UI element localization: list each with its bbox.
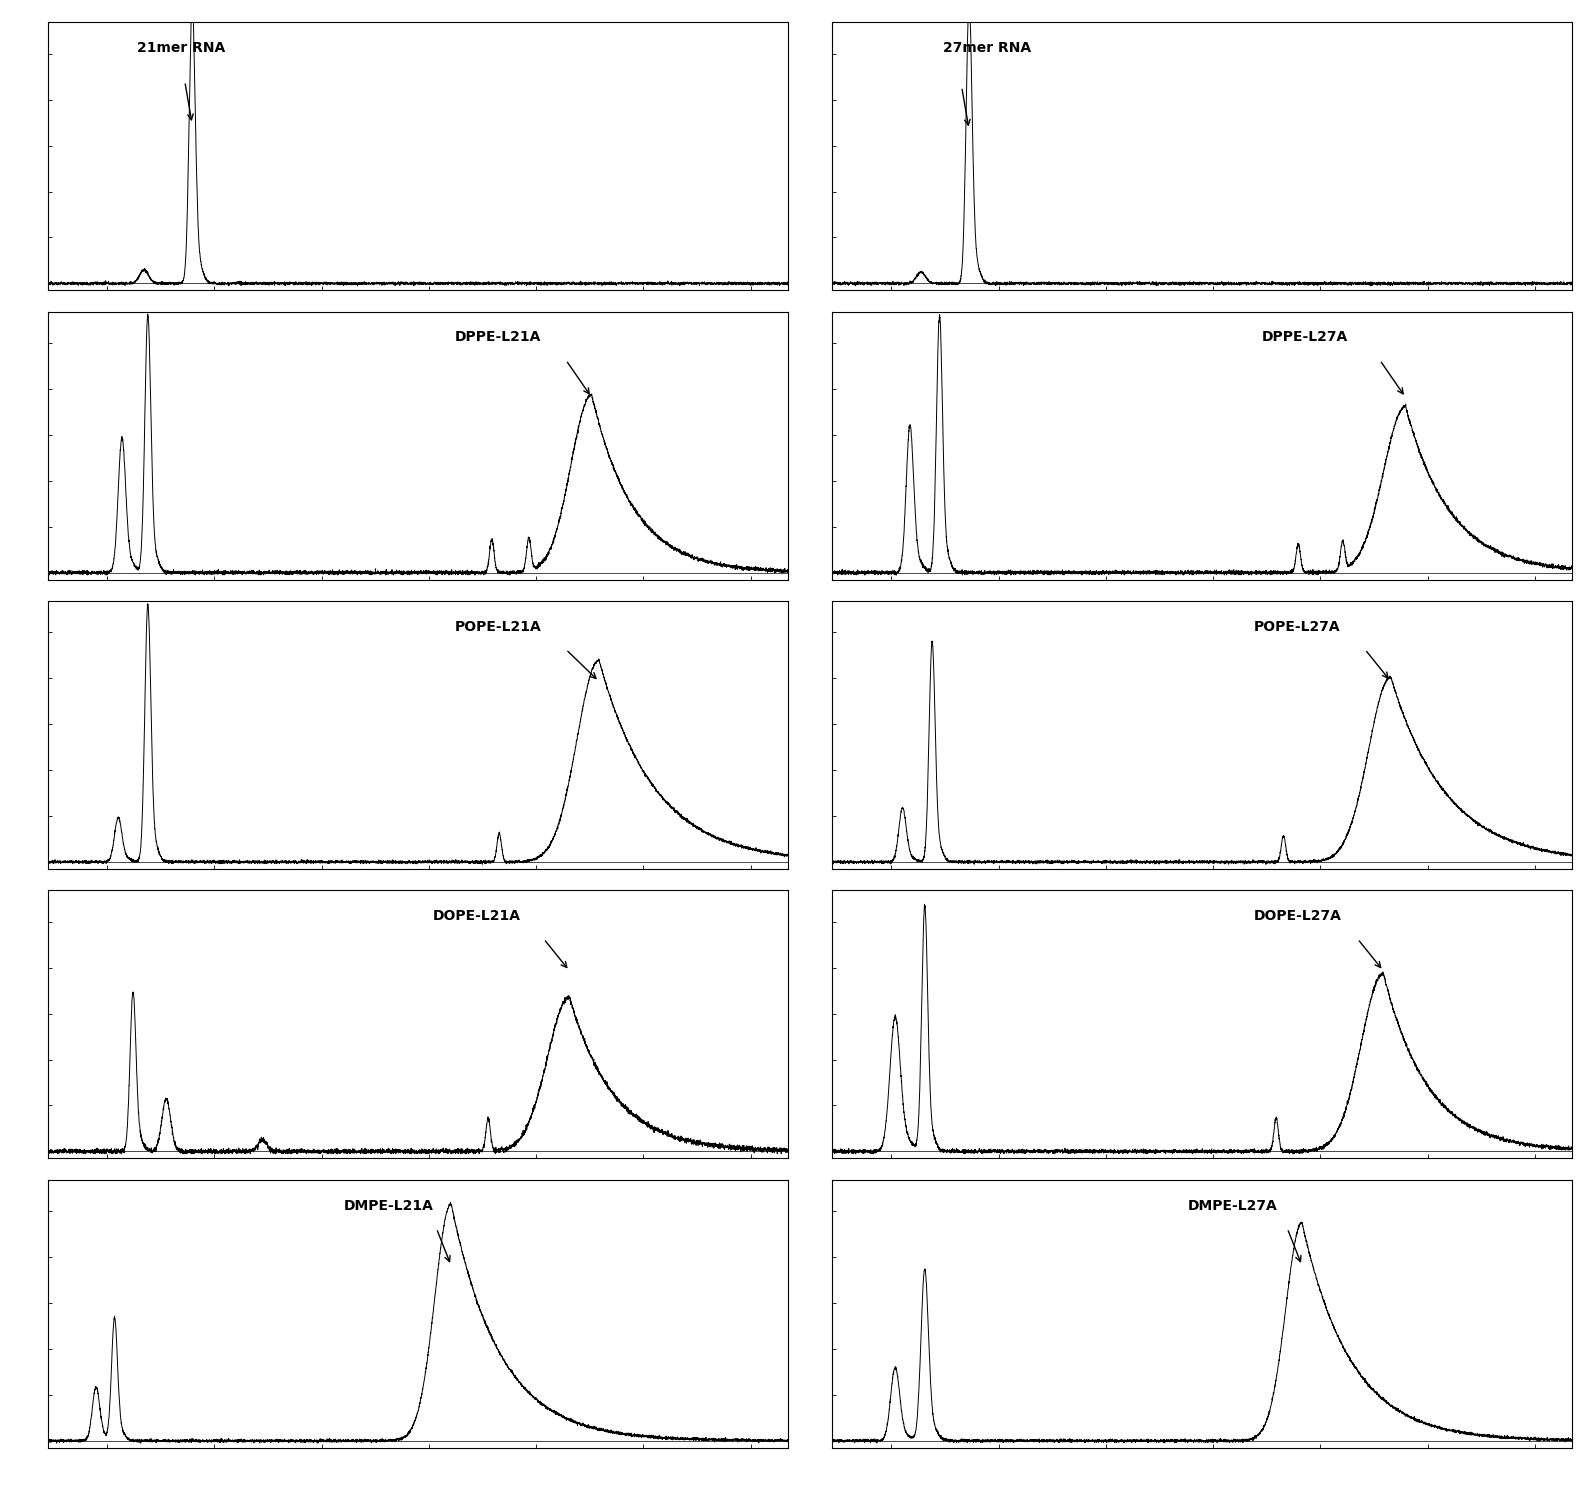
- Text: POPE-L21A: POPE-L21A: [455, 619, 541, 634]
- Text: POPE-L27A: POPE-L27A: [1254, 619, 1341, 634]
- Text: 27mer RNA: 27mer RNA: [943, 42, 1031, 55]
- Text: DOPE-L21A: DOPE-L21A: [433, 909, 520, 924]
- Text: DOPE-L27A: DOPE-L27A: [1254, 909, 1342, 924]
- Text: DPPE-L21A: DPPE-L21A: [455, 331, 541, 345]
- Text: 21mer RNA: 21mer RNA: [137, 42, 225, 55]
- Text: DPPE-L27A: DPPE-L27A: [1261, 331, 1347, 345]
- Text: DMPE-L27A: DMPE-L27A: [1187, 1198, 1277, 1213]
- Text: DMPE-L21A: DMPE-L21A: [343, 1198, 434, 1213]
